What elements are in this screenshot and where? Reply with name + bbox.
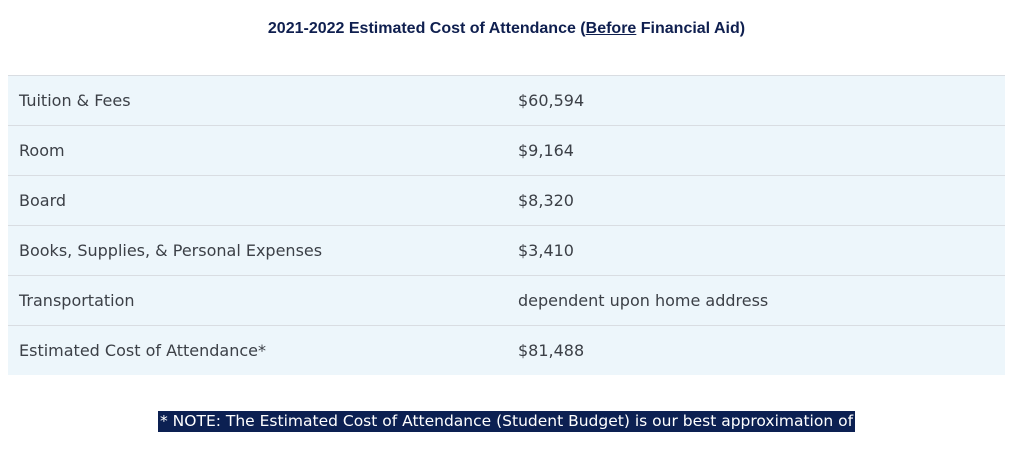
page-title: 2021-2022 Estimated Cost of Attendance (… <box>0 18 1013 40</box>
note-text: NOTE: The Estimated Cost of Attendance (… <box>167 412 854 430</box>
row-label: Books, Supplies, & Personal Expenses <box>8 225 507 276</box>
asterisk-marker: * <box>258 341 267 360</box>
row-value: $9,164 <box>507 125 1005 176</box>
table-row: Board $8,320 <box>8 175 1005 226</box>
row-value: $8,320 <box>507 175 1005 226</box>
table-row: Transportation dependent upon home addre… <box>8 275 1005 326</box>
row-label: Tuition & Fees <box>8 75 507 126</box>
total-label-text: Estimated Cost of Attendance <box>19 341 259 360</box>
row-value: $3,410 <box>507 225 1005 276</box>
table-row: Estimated Cost of Attendance* $81,488 <box>8 325 1005 375</box>
title-emphasis: Before <box>585 20 637 37</box>
row-label: Room <box>8 125 507 176</box>
table-row: Tuition & Fees $60,594 <box>8 75 1005 126</box>
table-row: Room $9,164 <box>8 125 1005 176</box>
row-value: dependent upon home address <box>507 275 1005 326</box>
note-banner: * NOTE: The Estimated Cost of Attendance… <box>158 411 855 432</box>
total-row-label: Estimated Cost of Attendance* <box>8 325 507 375</box>
table-row: Books, Supplies, & Personal Expenses $3,… <box>8 225 1005 276</box>
total-row-value: $81,488 <box>507 325 1005 375</box>
cost-table: Tuition & Fees $60,594 Room $9,164 Board… <box>8 75 1005 375</box>
title-suffix: Financial Aid) <box>636 20 746 37</box>
row-label: Board <box>8 175 507 226</box>
row-label: Transportation <box>8 275 507 326</box>
row-value: $60,594 <box>507 75 1005 126</box>
title-prefix: 2021-2022 Estimated Cost of Attendance ( <box>267 20 586 37</box>
note-marker: * <box>160 412 168 430</box>
